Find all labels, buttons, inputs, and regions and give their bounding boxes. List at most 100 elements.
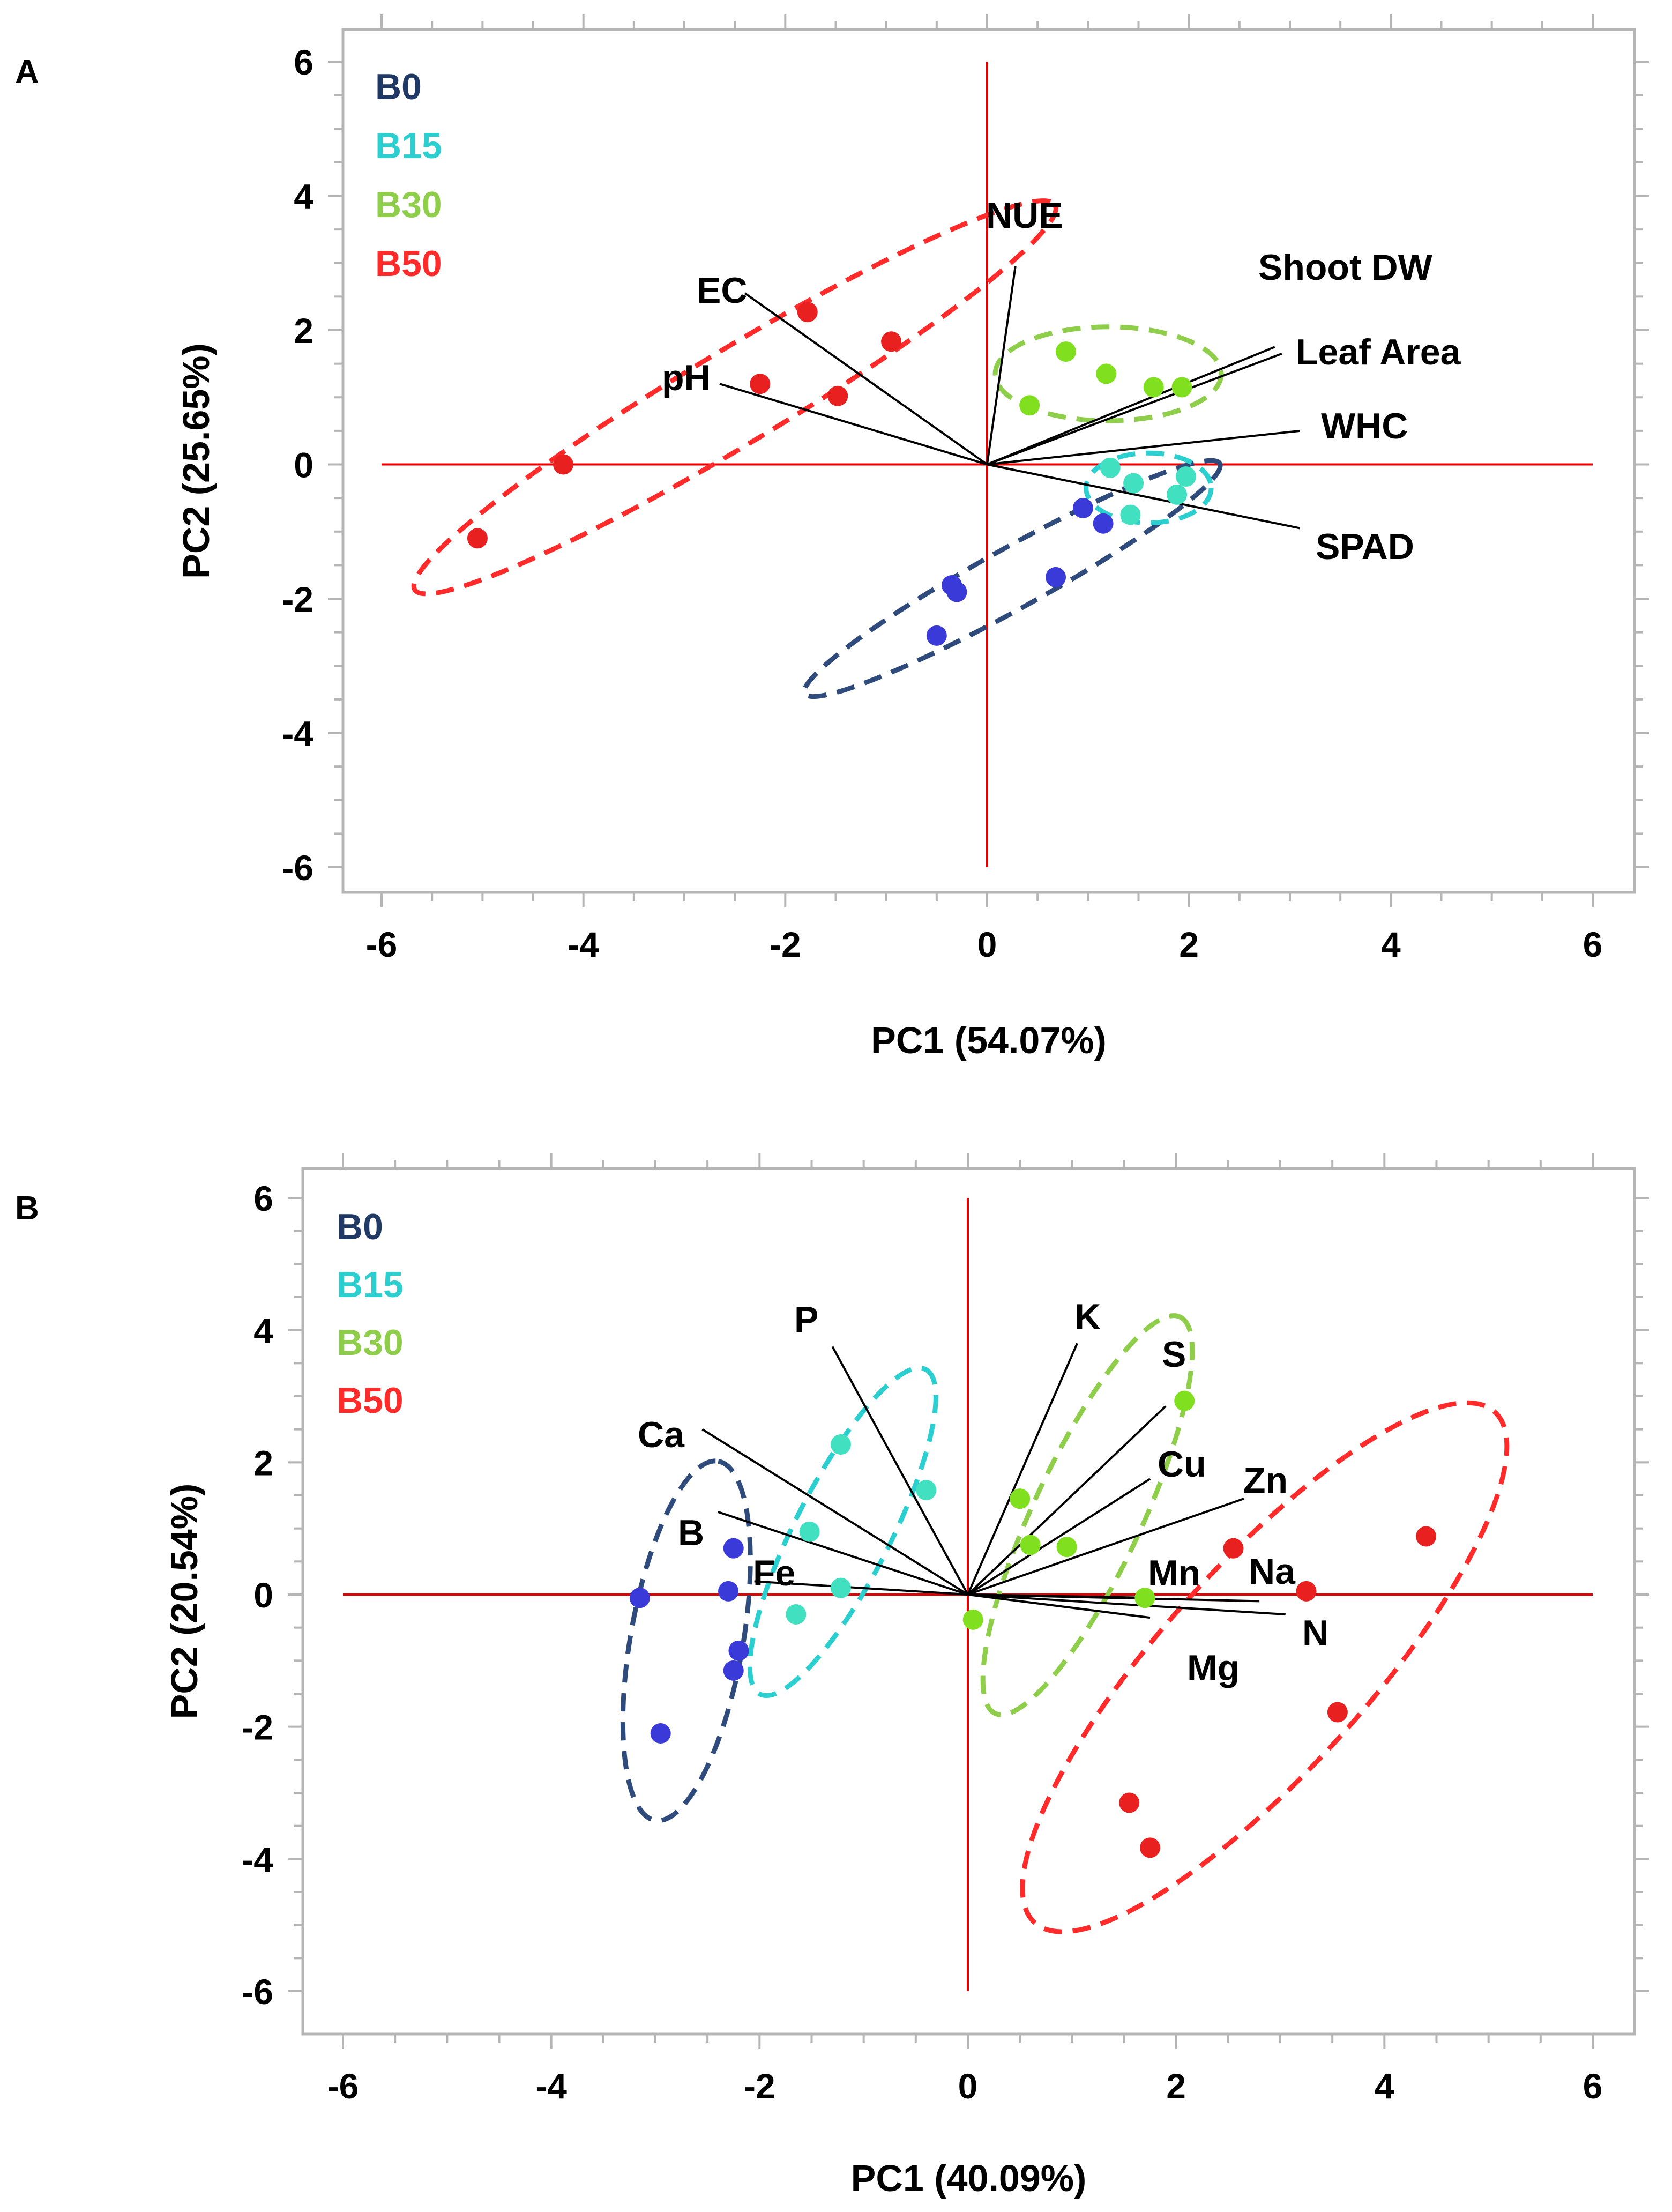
point-b0: [926, 625, 947, 646]
point-b15: [799, 1521, 820, 1542]
loading-vector: [967, 1593, 1286, 1615]
point-b30: [1134, 1588, 1155, 1608]
loading-label: SPAD: [1316, 526, 1414, 567]
legend-entry-b50: B50: [337, 1380, 404, 1421]
ellipse-b0: [802, 458, 1223, 699]
point-b50: [1223, 1538, 1244, 1559]
y-tick-label: -6: [282, 848, 314, 888]
loading-label: Shoot DW: [1258, 247, 1433, 288]
y-tick-label: 6: [294, 42, 314, 82]
point-b30: [1056, 1537, 1077, 1558]
x-tick-label: 0: [977, 925, 997, 964]
loading-label: Mn: [1148, 1553, 1200, 1593]
loading-label: WHC: [1321, 406, 1408, 446]
ellipse-b15: [1084, 450, 1214, 525]
point-b30: [1096, 363, 1117, 384]
point-b0: [1046, 567, 1066, 587]
point-b30: [1019, 395, 1040, 416]
point-b15: [786, 1604, 807, 1625]
point-b15: [830, 1434, 851, 1455]
point-b30: [1143, 377, 1164, 398]
point-b30: [1174, 1390, 1195, 1411]
x-tick-label: 6: [1583, 2066, 1603, 2106]
loading-label: Na: [1249, 1551, 1296, 1592]
x-tick-label: 4: [1375, 2066, 1394, 2106]
point-b0: [629, 1588, 650, 1608]
point-b50: [1140, 1837, 1161, 1858]
point-b50: [827, 385, 848, 406]
loading-vector: [754, 1580, 968, 1596]
ellipse-b15: [747, 1365, 938, 1699]
point-b15: [1123, 473, 1144, 494]
ellipse-b30: [980, 1313, 1195, 1717]
loading-label: S: [1162, 1334, 1186, 1375]
loading-label: K: [1074, 1297, 1101, 1337]
loading-label: Zn: [1243, 1460, 1288, 1501]
legend-entry-b0: B0: [375, 66, 422, 107]
loading-vector: [987, 352, 1282, 466]
loading-vector: [967, 1593, 1151, 1619]
y-tick-label: 2: [253, 1443, 273, 1483]
point-b50: [1416, 1526, 1437, 1547]
legend-entry-b30: B30: [337, 1322, 404, 1363]
loading-label: Mg: [1187, 1648, 1240, 1688]
x-tick-label: -4: [535, 2066, 567, 2106]
panel-label: B: [15, 1190, 39, 1227]
point-b0: [1093, 513, 1114, 534]
panel-b-biplot: B -6 -4 -2 0 2 4 6 6 4 2 0 -2 -4 -6 PC1 (40.09%) PC2 (20…: [15, 1153, 1649, 2199]
x-tick-label: 4: [1381, 925, 1401, 964]
x-tick-label: 0: [958, 2066, 978, 2106]
loading-label: NUE: [986, 195, 1063, 236]
x-tick-label: -6: [366, 925, 398, 964]
point-b0: [723, 1538, 744, 1559]
loading-vector: [701, 1428, 969, 1596]
y-tick-label: 6: [253, 1179, 273, 1218]
x-tick-label: 2: [1179, 925, 1199, 964]
point-b50: [1327, 1702, 1348, 1723]
loading-label: P: [794, 1299, 818, 1340]
loading-vector: [719, 383, 988, 466]
loading-vector: [967, 1405, 1167, 1596]
loading-vector: [987, 429, 1301, 466]
loading-vector: [744, 292, 988, 466]
point-b15: [1100, 457, 1121, 478]
point-b50: [750, 374, 771, 394]
legend-entry-b0: B0: [337, 1206, 383, 1247]
legend-entry-b50: B50: [375, 243, 442, 284]
loading-vector: [987, 463, 1301, 530]
loading-label: Ca: [638, 1414, 685, 1455]
point-b15: [1120, 504, 1141, 525]
ellipse-b30: [992, 324, 1224, 423]
x-axis-title: PC1 (40.09%): [851, 2157, 1087, 2199]
x-axis-title: PC1 (54.07%): [871, 1019, 1107, 1061]
loading-label: N: [1302, 1613, 1328, 1654]
point-b15: [1167, 484, 1188, 505]
x-tick-label: 2: [1166, 2066, 1186, 2106]
x-tick-label: -2: [770, 925, 801, 964]
ellipse-b0: [620, 1458, 753, 1823]
point-b0: [650, 1723, 671, 1744]
point-b50: [1296, 1581, 1317, 1602]
y-tick-label: 0: [294, 445, 314, 485]
point-b15: [830, 1577, 851, 1598]
y-tick-label: 4: [253, 1311, 273, 1351]
loading-label: pH: [662, 358, 711, 398]
loading-vector: [967, 1343, 1078, 1595]
loading-label: Cu: [1158, 1444, 1206, 1485]
y-tick-label: -4: [242, 1839, 273, 1879]
loading-vector: [717, 1510, 968, 1596]
x-tick-label: -4: [568, 925, 599, 964]
loading-label: B: [678, 1513, 704, 1553]
loading-vector: [831, 1346, 969, 1595]
legend-entry-b15: B15: [375, 125, 442, 166]
loading-label: Leaf Area: [1296, 332, 1461, 373]
panel-label: A: [15, 54, 39, 91]
loading-vector: [986, 266, 1017, 465]
point-b30: [1020, 1535, 1041, 1555]
y-tick-label: 0: [253, 1575, 273, 1615]
point-b50: [797, 302, 818, 323]
loading-label: Fe: [753, 1553, 795, 1593]
y-tick-label: 4: [294, 177, 314, 217]
ellipse-b50: [411, 198, 1058, 597]
panel-a-biplot: A -6 -4 -2 0 2 4 6 6 4 2 0 -2 -4 -6 PC1 (54.07%) PC2 (25…: [15, 14, 1649, 1061]
